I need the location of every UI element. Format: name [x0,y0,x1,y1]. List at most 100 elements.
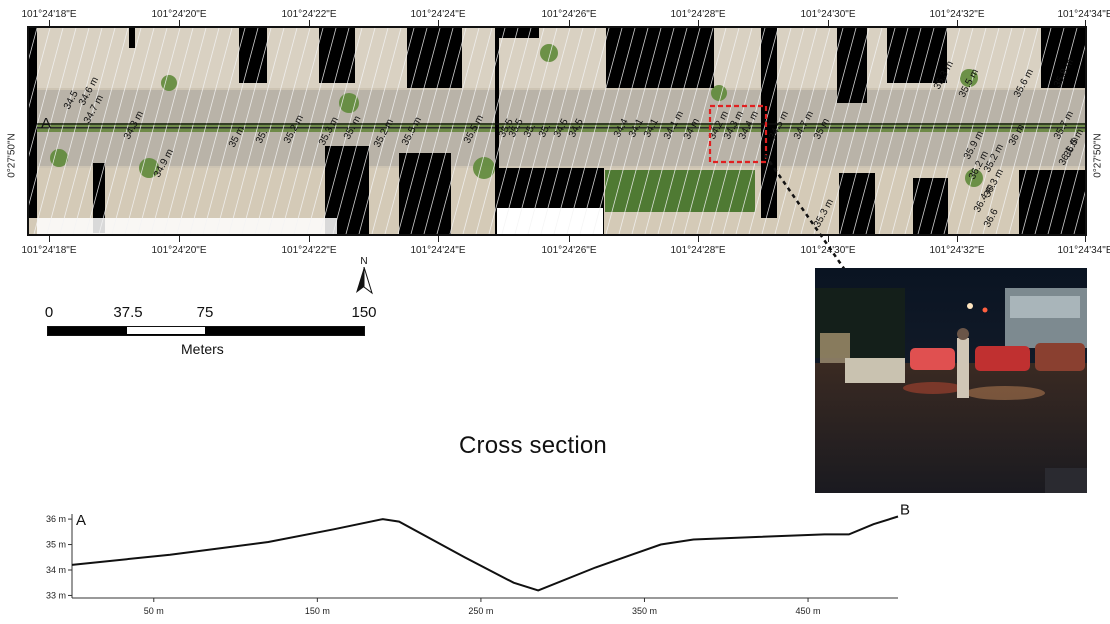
contour-line [540,28,597,234]
x-tick-label: 250 m [468,606,493,616]
contour-line [956,28,1013,234]
top-lon-tick [438,20,439,26]
leader-line [763,154,847,271]
contour-line [371,28,428,234]
contour-line [202,28,259,234]
y-tick-label: 35 m [46,540,66,550]
contour-line [358,28,415,234]
contour-line [514,28,571,234]
contour-line [553,28,610,234]
contour-line [241,28,298,234]
top-lon-tick [49,20,50,26]
contour-line [111,28,168,234]
photo-scene [815,268,1087,493]
contour-line [917,28,974,234]
contour-line [397,28,454,234]
north-arrow-icon [356,266,373,295]
north-label: N [360,256,368,267]
scale-tick-1: 37.5 [113,304,143,321]
contour-line [761,28,818,234]
contour-line [709,28,766,234]
contour-line [891,28,948,234]
contour-line [995,28,1052,234]
bottom-lon-label-8: 101°24'34"E [1057,245,1110,256]
masked-buildings [29,28,1085,234]
top-lon-tick [957,20,958,26]
contour-line [293,28,350,234]
bottom-lon-tick [698,236,699,242]
contour-line [1021,28,1078,234]
contour-line [839,28,896,234]
profile-point-a: A [76,512,86,529]
contour-line [280,28,337,234]
latitude-label-right: 0°27'50"N [1092,133,1104,178]
contour-line [904,28,961,234]
bottom-lon-tick [957,236,958,242]
contour-line [29,28,51,109]
contour-line [800,28,857,234]
contour-line [98,28,155,234]
contour-line [319,28,376,234]
contour-line [410,28,467,234]
x-tick-label: 350 m [632,606,657,616]
contour-line [59,28,116,234]
bottom-lon-label-6: 101°24'30"E [800,245,856,256]
x-tick-label: 150 m [305,606,330,616]
contour-line [1008,28,1065,234]
latitude-label-left: 0°27'50"N [6,133,18,178]
contour-line [1060,142,1085,234]
contour-line [657,28,714,234]
bottom-lon-label-0: 101°24'18"E [21,245,77,256]
y-tick-label: 36 m [46,514,66,524]
contour-line [332,28,389,234]
contour-line [1073,191,1085,234]
x-tick-label: 50 m [144,606,164,616]
contour-line [943,28,1000,234]
contour-line [215,28,272,234]
contour-line [930,28,987,234]
bottom-lon-label-7: 101°24'32"E [929,245,985,256]
contour-line [267,28,324,234]
top-lon-label-6: 101°24'30"E [800,9,856,20]
contour-line [462,28,519,234]
contour-line [865,28,922,234]
scale-bar-graphic [47,326,365,336]
y-tick-label: 34 m [46,565,66,575]
bottom-lon-label-1: 101°24'20"E [151,245,207,256]
top-lon-label-7: 101°24'32"E [929,9,985,20]
top-lon-label-3: 101°24'24"E [410,9,466,20]
contour-line [748,28,805,234]
contour-line [306,28,363,234]
contour-line [1034,45,1085,234]
top-lon-tick [179,20,180,26]
contour-line [787,28,844,234]
bottom-lon-label-4: 101°24'26"E [541,245,597,256]
bottom-lon-label-5: 101°24'28"E [670,245,726,256]
contour-line [605,28,662,234]
contour-line [72,28,129,234]
contour-line [878,28,935,234]
contour-line [826,28,883,234]
scale-tick-0: 0 [44,304,54,321]
contour-line [150,28,207,234]
bottom-lon-tick [309,236,310,242]
contour-line [124,28,181,234]
top-lon-tick [828,20,829,26]
contour-line [722,28,779,234]
contour-line [813,28,870,234]
contour-line [527,28,584,234]
bottom-lon-tick [49,236,50,242]
bottom-lon-tick [179,236,180,242]
scale-unit: Meters [181,341,224,357]
contour-line [696,28,753,234]
contour-line [501,28,558,234]
contour-line [475,28,532,234]
contour-line [176,28,233,234]
contour-line [449,28,506,234]
cross-section-title: Cross section [459,432,607,459]
bottom-lon-tick [1085,236,1086,242]
map-point-a: A [41,115,51,132]
contour-line [46,28,103,234]
top-lon-tick [309,20,310,26]
contour-line [436,28,493,234]
